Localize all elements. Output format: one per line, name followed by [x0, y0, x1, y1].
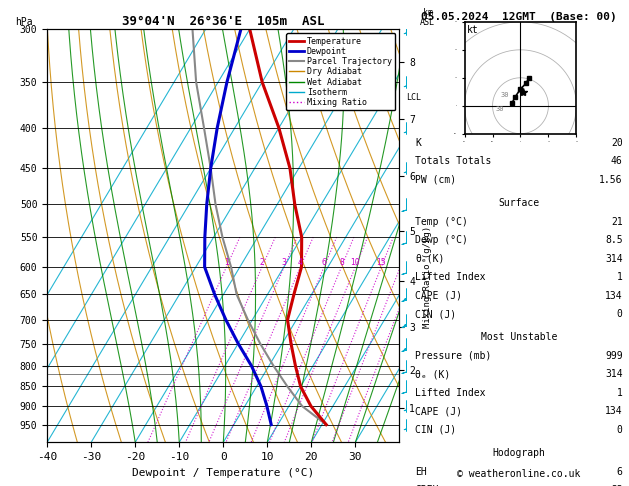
Text: Most Unstable: Most Unstable — [481, 332, 557, 343]
Text: CIN (J): CIN (J) — [415, 425, 456, 435]
Text: Hodograph: Hodograph — [493, 448, 545, 458]
Text: kt: kt — [467, 25, 479, 35]
Text: 6: 6 — [321, 258, 326, 267]
Title: 39°04'N  26°36'E  105m  ASL: 39°04'N 26°36'E 105m ASL — [122, 15, 325, 28]
Text: 314: 314 — [605, 369, 623, 380]
Text: 15: 15 — [377, 258, 386, 267]
Text: 2: 2 — [260, 258, 264, 267]
Text: 1: 1 — [224, 258, 229, 267]
Text: LCL: LCL — [406, 93, 421, 102]
Text: 8.5: 8.5 — [605, 235, 623, 245]
Text: θₑ(K): θₑ(K) — [415, 254, 445, 264]
Text: 8: 8 — [339, 258, 344, 267]
Text: 6: 6 — [617, 467, 623, 477]
Text: 21: 21 — [611, 217, 623, 227]
Text: EH: EH — [415, 467, 427, 477]
Text: 314: 314 — [605, 254, 623, 264]
Text: 46: 46 — [611, 156, 623, 167]
Text: 134: 134 — [605, 291, 623, 301]
Text: Pressure (mb): Pressure (mb) — [415, 351, 491, 361]
Text: SREH: SREH — [415, 485, 438, 486]
Text: 134: 134 — [605, 406, 623, 417]
X-axis label: Dewpoint / Temperature (°C): Dewpoint / Temperature (°C) — [132, 468, 314, 478]
Text: 3: 3 — [282, 258, 287, 267]
Text: Mixing Ratio (g/kg): Mixing Ratio (g/kg) — [423, 226, 432, 328]
Text: 1.56: 1.56 — [599, 175, 623, 185]
Text: θₑ (K): θₑ (K) — [415, 369, 450, 380]
Text: CAPE (J): CAPE (J) — [415, 406, 462, 417]
Text: © weatheronline.co.uk: © weatheronline.co.uk — [457, 469, 581, 479]
Text: 4: 4 — [298, 258, 303, 267]
Text: 1: 1 — [617, 272, 623, 282]
Legend: Temperature, Dewpoint, Parcel Trajectory, Dry Adiabat, Wet Adiabat, Isotherm, Mi: Temperature, Dewpoint, Parcel Trajectory… — [286, 34, 395, 110]
Text: K: K — [415, 138, 421, 148]
Text: 05.05.2024  12GMT  (Base: 00): 05.05.2024 12GMT (Base: 00) — [421, 12, 617, 22]
Text: 30: 30 — [496, 106, 504, 112]
Text: 0: 0 — [617, 425, 623, 435]
Text: 0: 0 — [617, 309, 623, 319]
Text: 999: 999 — [605, 351, 623, 361]
Text: Lifted Index: Lifted Index — [415, 388, 486, 398]
Text: 10: 10 — [350, 258, 360, 267]
Text: Dewp (°C): Dewp (°C) — [415, 235, 468, 245]
Text: 20: 20 — [611, 138, 623, 148]
Text: km
ASL: km ASL — [420, 8, 435, 27]
Text: hPa: hPa — [16, 17, 33, 27]
Text: Lifted Index: Lifted Index — [415, 272, 486, 282]
Text: 23: 23 — [611, 485, 623, 486]
Text: CIN (J): CIN (J) — [415, 309, 456, 319]
Text: Temp (°C): Temp (°C) — [415, 217, 468, 227]
Text: 30: 30 — [501, 92, 509, 98]
Text: PW (cm): PW (cm) — [415, 175, 456, 185]
Text: Totals Totals: Totals Totals — [415, 156, 491, 167]
Text: 1: 1 — [617, 388, 623, 398]
Text: CAPE (J): CAPE (J) — [415, 291, 462, 301]
Text: Surface: Surface — [498, 198, 540, 208]
